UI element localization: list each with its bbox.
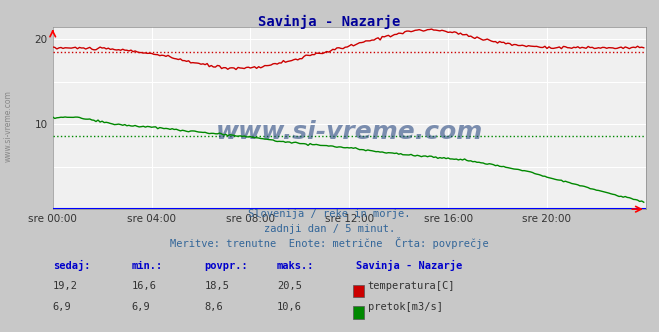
Text: Meritve: trenutne  Enote: metrične  Črta: povprečje: Meritve: trenutne Enote: metrične Črta: … [170,237,489,249]
Text: pretok[m3/s]: pretok[m3/s] [368,302,443,312]
Text: zadnji dan / 5 minut.: zadnji dan / 5 minut. [264,224,395,234]
Text: povpr.:: povpr.: [204,261,248,271]
Text: Slovenija / reke in morje.: Slovenija / reke in morje. [248,209,411,219]
Text: min.:: min.: [132,261,163,271]
Text: 10,6: 10,6 [277,302,302,312]
Text: 6,9: 6,9 [53,302,71,312]
Text: temperatura[C]: temperatura[C] [368,281,455,291]
Text: 6,9: 6,9 [132,302,150,312]
Text: sedaj:: sedaj: [53,260,90,271]
Text: 18,5: 18,5 [204,281,229,291]
Text: 20,5: 20,5 [277,281,302,291]
Text: Savinja - Nazarje: Savinja - Nazarje [356,260,462,271]
Text: 16,6: 16,6 [132,281,157,291]
Text: 19,2: 19,2 [53,281,78,291]
Text: Savinja - Nazarje: Savinja - Nazarje [258,15,401,29]
Text: www.si-vreme.com: www.si-vreme.com [3,90,13,162]
Text: www.si-vreme.com: www.si-vreme.com [215,121,483,144]
Text: 8,6: 8,6 [204,302,223,312]
Text: maks.:: maks.: [277,261,314,271]
